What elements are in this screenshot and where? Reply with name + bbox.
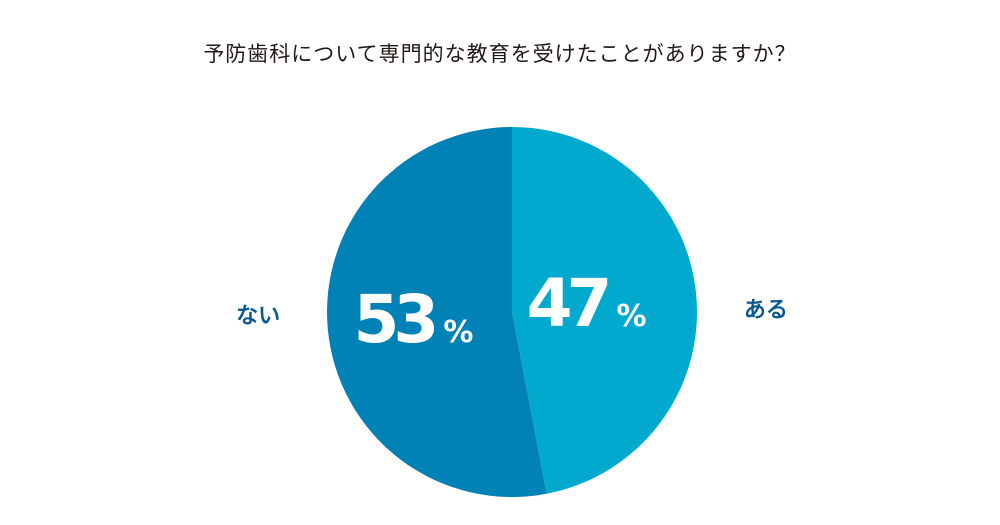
- slice-category-label: ある: [744, 298, 788, 323]
- slice-value-label: 47%: [527, 265, 647, 342]
- chart-title: 予防歯科について専門的な教育を受けたことがありますか？: [203, 42, 797, 66]
- pie-slice-aru: [512, 127, 698, 494]
- pie-slices: [327, 127, 698, 497]
- pie-labels: 47% ある 53 % ない: [236, 265, 788, 358]
- slice-category-label: ない: [236, 304, 280, 329]
- pie-slice-nai: [327, 127, 547, 497]
- slice-value-label: 53%: [353, 281, 473, 358]
